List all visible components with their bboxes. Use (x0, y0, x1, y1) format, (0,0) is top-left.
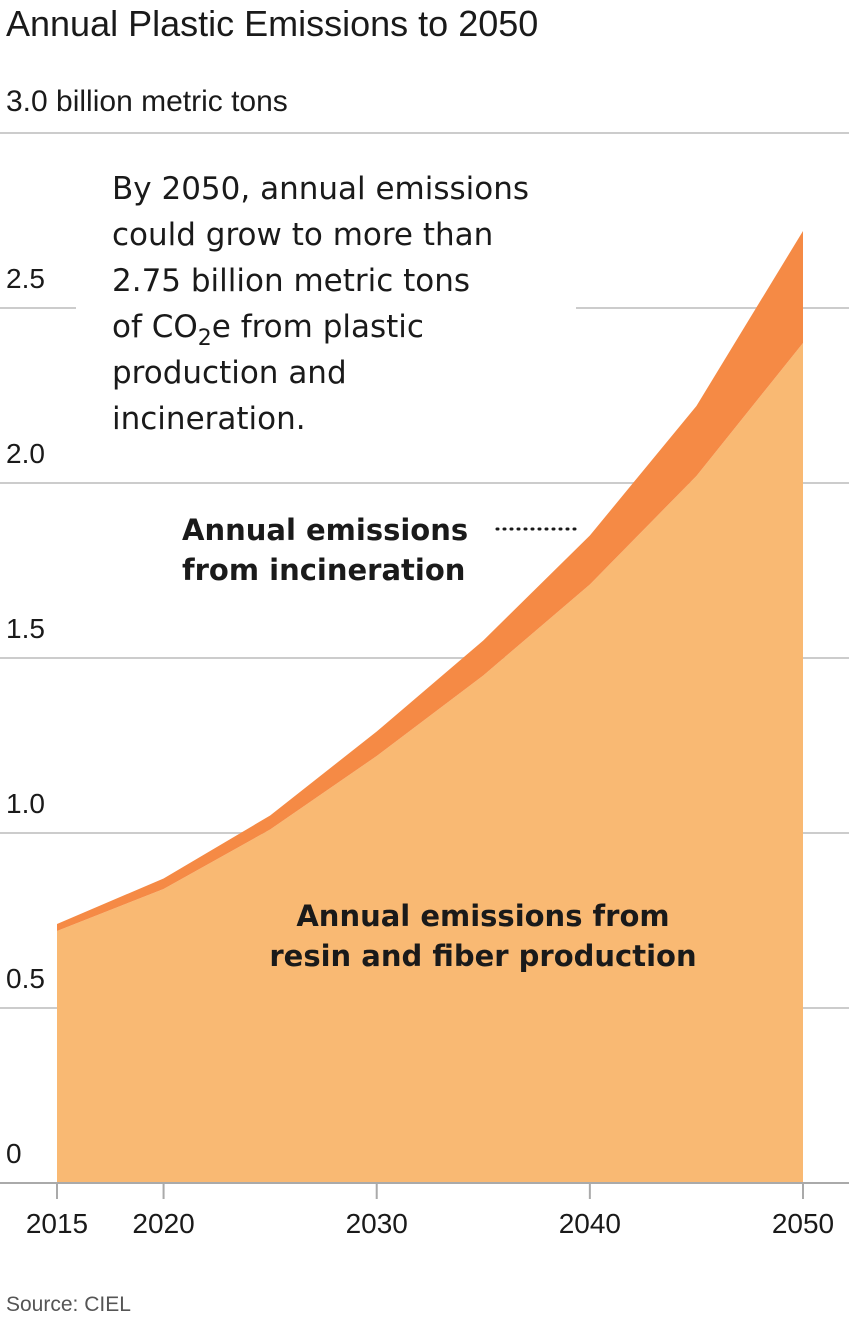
x-tick-label-0: 2015 (26, 1208, 88, 1239)
x-tick-label-3: 2040 (559, 1208, 621, 1239)
production-label-line-2: resin and fiber production (269, 939, 696, 973)
production-label-line-1: Annual emissions from (296, 899, 669, 933)
source-note: Source: CIEL (6, 1293, 131, 1316)
x-axis-ticks: 2015 2020 2030 2040 2050 (26, 1183, 834, 1239)
y-tick-label-1: 0.5 (6, 963, 45, 994)
y-tick-label-5: 2.5 (6, 263, 45, 294)
y-axis-unit-label: 3.0 billion metric tons (6, 85, 288, 118)
chart-title: Annual Plastic Emissions to 2050 (6, 3, 538, 44)
callout-line-3: 2.75 billion metric tons (112, 263, 470, 299)
y-tick-label-4: 2.0 (6, 438, 45, 469)
callout-subscript: 2 (198, 326, 212, 351)
y-tick-label-0: 0 (6, 1138, 22, 1169)
x-tick-label-4: 2050 (772, 1208, 834, 1239)
y-axis-ticks: 0 0.5 1.0 1.5 2.0 2.5 (6, 263, 45, 1169)
y-tick-label-3: 1.5 (6, 613, 45, 644)
x-tick-label-2: 2030 (346, 1208, 408, 1239)
y-tick-label-2: 1.0 (6, 788, 45, 819)
callout-line-1: By 2050, annual emissions (112, 171, 529, 207)
callout-line-2: could grow to more than (112, 217, 493, 253)
x-tick-label-1: 2020 (132, 1208, 194, 1239)
series-area-0 (57, 343, 803, 1183)
callout-line-5: production and (112, 355, 347, 391)
series-areas (0, 231, 849, 1184)
callout-line-6: incineration. (112, 401, 306, 437)
incineration-label-line-2: from incineration (182, 553, 465, 587)
callout-co-prefix: of CO (112, 309, 198, 345)
callout-line-4: of CO2e from plastic (112, 309, 424, 351)
callout-co-suffix: e from plastic (212, 309, 424, 345)
callout-background (76, 168, 576, 438)
incineration-label-line-1: Annual emissions (182, 513, 468, 547)
